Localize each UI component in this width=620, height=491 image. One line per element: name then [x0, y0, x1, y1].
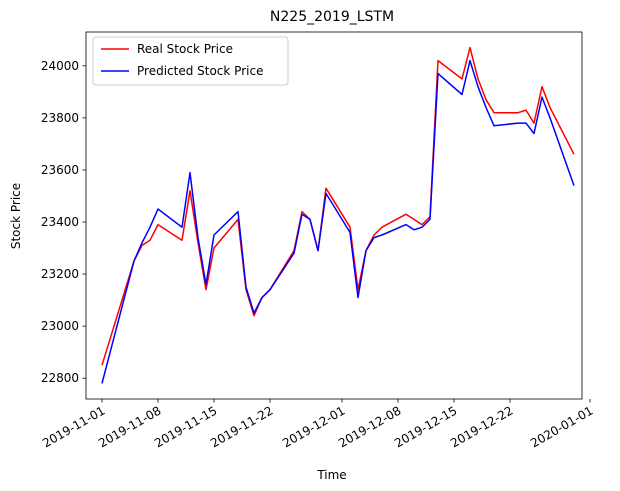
axes: 22800 23000 23200 23400 23600 23800 24000 2019-… — [40, 31, 596, 450]
x-tick-label: 2019-12-01 — [280, 403, 347, 450]
legend: Real Stock Price Predicted Stock Price — [92, 36, 289, 86]
x-tick-label: 2019-12-22 — [448, 403, 515, 450]
x-tick-label: 2019-11-08 — [96, 403, 163, 450]
y-tick-label: 22800 — [41, 371, 79, 385]
x-tick-label: 2019-11-15 — [152, 403, 219, 450]
y-tick-label: 23000 — [41, 319, 79, 333]
y-tick-label: 23600 — [41, 163, 79, 177]
legend-label-1: Real Stock Price — [137, 42, 233, 56]
series-line-1 — [101, 46, 575, 366]
x-axis-label: Time — [316, 468, 346, 482]
x-tick-label: 2019-11-01 — [40, 403, 107, 450]
chart-title: N225_2019_LSTM — [270, 9, 394, 25]
y-tick-label: 23200 — [41, 267, 79, 281]
x-tick-label: 2019-12-08 — [336, 403, 403, 450]
x-tick-label: 2020-01-01 — [528, 403, 595, 450]
y-tick-label: 23400 — [41, 215, 79, 229]
legend-label-2: Predicted Stock Price — [137, 64, 263, 78]
x-tick-label: 2019-12-15 — [392, 403, 459, 450]
y-tick-label: 23800 — [41, 111, 79, 125]
plot-frame — [85, 31, 583, 400]
y-tick-label: 24000 — [41, 59, 79, 73]
series-line-2 — [101, 59, 575, 384]
plot-area — [101, 46, 575, 384]
y-axis-label: Stock Price — [9, 183, 23, 249]
x-tick-label: 2019-11-22 — [208, 403, 275, 450]
legend-box — [92, 36, 289, 86]
